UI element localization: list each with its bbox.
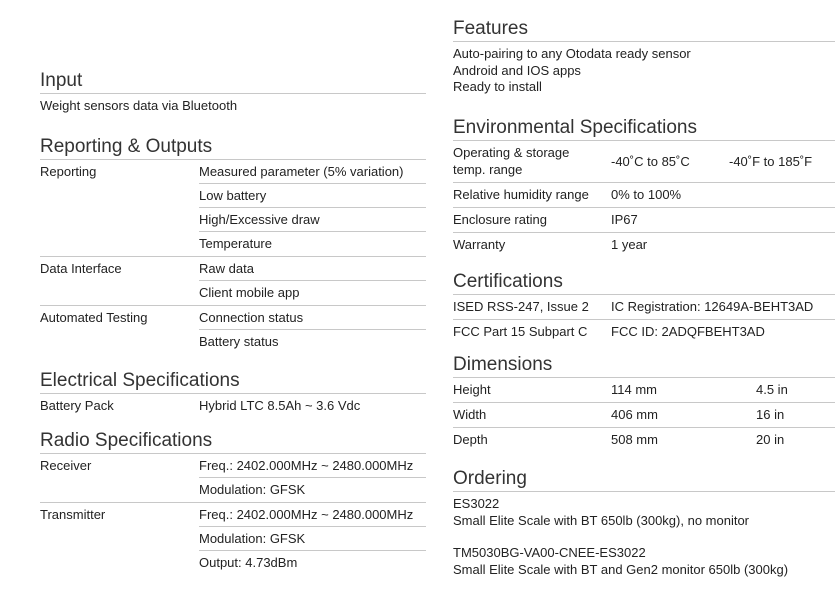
spec-row: Receiver Freq.: 2402.000MHz ~ 2480.000MH… <box>40 454 426 503</box>
spec-row: Transmitter Freq.: 2402.000MHz ~ 2480.00… <box>40 503 426 575</box>
row-value: Battery status <box>199 334 279 349</box>
row-label: ISED RSS-247, Issue 2 <box>453 299 589 314</box>
row-value: Connection status <box>199 306 426 330</box>
feature-item: Auto-pairing to any Otodata ready sensor <box>453 46 691 61</box>
row-label: Warranty <box>453 237 506 252</box>
section-heading: Ordering <box>453 466 835 492</box>
feature-item: Ready to install <box>453 79 542 94</box>
order-code: TM5030BG-VA00-CNEE-ES3022 <box>453 545 646 560</box>
section-heading: Features <box>453 16 835 42</box>
section-heading: Environmental Specifications <box>453 115 835 141</box>
row-value: 0% to 100% <box>611 187 682 202</box>
row-value: IC Registration: 12649A-BEHT3AD <box>611 299 814 314</box>
row-label: Width <box>453 407 487 422</box>
row-label: Operating & storage temp. range <box>453 145 570 177</box>
spec-row: ISED RSS-247, Issue 2 IC Registration: 1… <box>453 295 835 320</box>
spec-row: FCC Part 15 Subpart C FCC ID: 2ADQFBEHT3… <box>453 320 835 344</box>
row-label: Receiver <box>40 458 92 473</box>
section-heading: Reporting & Outputs <box>40 134 426 160</box>
row-value: Client mobile app <box>199 285 300 300</box>
row-label: Height <box>453 382 491 397</box>
row-label: FCC Part 15 Subpart C <box>453 324 588 339</box>
features-section: Features Auto-pairing to any Otodata rea… <box>453 16 835 96</box>
row-value-alt: 20 in <box>756 432 785 447</box>
row-value: Freq.: 2402.000MHz ~ 2480.000MHz <box>199 503 426 527</box>
row-value: Output: 4.73dBm <box>199 555 298 570</box>
row-label: Depth <box>453 432 488 447</box>
reporting-section: Reporting & Outputs Reporting Measured p… <box>40 134 426 354</box>
section-heading: Electrical Specifications <box>40 368 426 394</box>
row-value-alt: 16 in <box>756 407 785 422</box>
section-heading: Dimensions <box>453 352 835 378</box>
row-label: Battery Pack <box>40 398 114 413</box>
spec-row: Enclosure rating IP67 <box>453 208 835 233</box>
ordering-section: Ordering ES3022 Small Elite Scale with B… <box>453 466 835 578</box>
spec-row: Data Interface Raw data Client mobile ap… <box>40 257 426 306</box>
feature-item: Android and IOS apps <box>453 62 581 78</box>
row-label: Reporting <box>40 164 97 179</box>
row-label: Enclosure rating <box>453 212 547 227</box>
row-label: Relative humidity range <box>453 187 589 202</box>
row-label: Automated Testing <box>40 310 148 325</box>
row-value-alt: 4.5 in <box>756 382 788 397</box>
row-label: Transmitter <box>40 507 106 522</box>
spec-row: Battery Pack Hybrid LTC 8.5Ah ~ 3.6 Vdc <box>40 394 426 418</box>
row-value: Measured parameter (5% variation) <box>199 160 426 184</box>
order-description: Small Elite Scale with BT 650lb (300kg),… <box>453 512 750 528</box>
spec-row: Reporting Measured parameter (5% variati… <box>40 160 426 257</box>
row-value: Raw data <box>199 257 426 281</box>
row-value: Modulation: GFSK <box>199 482 306 497</box>
environmental-section: Environmental Specifications Operating &… <box>453 115 835 257</box>
radio-section: Radio Specifications Receiver Freq.: 240… <box>40 428 426 575</box>
row-value: -40˚C to 85˚C <box>611 154 690 169</box>
input-section: Input Weight sensors data via Bluetooth <box>40 68 426 118</box>
section-heading: Input <box>40 68 426 94</box>
spec-row: Height 114 mm 4.5 in <box>453 378 835 403</box>
spec-row: Automated Testing Connection status Batt… <box>40 306 426 354</box>
spec-row: Relative humidity range 0% to 100% <box>453 183 835 208</box>
electrical-section: Electrical Specifications Battery Pack H… <box>40 368 426 418</box>
order-code: ES3022 <box>453 496 500 511</box>
row-value: Modulation: GFSK <box>199 527 426 551</box>
row-value: Hybrid LTC 8.5Ah ~ 3.6 Vdc <box>199 398 361 413</box>
row-value: High/Excessive draw <box>199 208 426 232</box>
spec-row: Width 406 mm 16 in <box>453 403 835 428</box>
row-value: Low battery <box>199 184 426 208</box>
section-heading: Radio Specifications <box>40 428 426 454</box>
input-text: Weight sensors data via Bluetooth <box>40 98 238 113</box>
row-value-alt: -40˚F to 185˚F <box>729 154 813 169</box>
spec-row: Depth 508 mm 20 in <box>453 428 835 452</box>
row-value: IP67 <box>611 212 638 227</box>
dimensions-section: Dimensions Height 114 mm 4.5 in Width 40… <box>453 352 835 452</box>
row-value: Freq.: 2402.000MHz ~ 2480.000MHz <box>199 454 426 478</box>
row-value: 406 mm <box>611 407 658 422</box>
order-description: Small Elite Scale with BT and Gen2 monit… <box>453 561 789 577</box>
certifications-section: Certifications ISED RSS-247, Issue 2 IC … <box>453 269 835 344</box>
section-heading: Certifications <box>453 269 835 295</box>
row-label: Data Interface <box>40 261 122 276</box>
spec-row: Warranty 1 year <box>453 233 835 257</box>
row-value: 508 mm <box>611 432 658 447</box>
spec-row: Operating & storage temp. range -40˚C to… <box>453 141 835 183</box>
row-value: 114 mm <box>611 382 657 397</box>
row-value: FCC ID: 2ADQFBEHT3AD <box>611 324 765 339</box>
row-value: Temperature <box>199 236 272 251</box>
row-value: 1 year <box>611 237 648 252</box>
